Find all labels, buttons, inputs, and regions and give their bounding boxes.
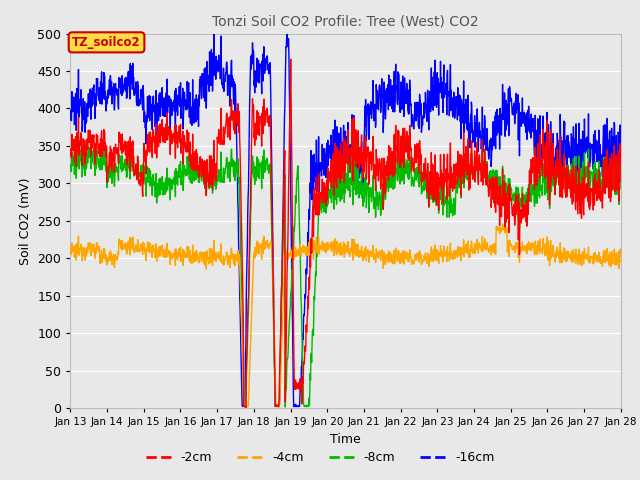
Legend: -2cm, -4cm, -8cm, -16cm: -2cm, -4cm, -8cm, -16cm [141, 446, 499, 469]
Y-axis label: Soil CO2 (mV): Soil CO2 (mV) [19, 177, 32, 264]
Text: TZ_soilco2: TZ_soilco2 [72, 36, 141, 49]
X-axis label: Time: Time [330, 432, 361, 445]
Title: Tonzi Soil CO2 Profile: Tree (West) CO2: Tonzi Soil CO2 Profile: Tree (West) CO2 [212, 14, 479, 28]
